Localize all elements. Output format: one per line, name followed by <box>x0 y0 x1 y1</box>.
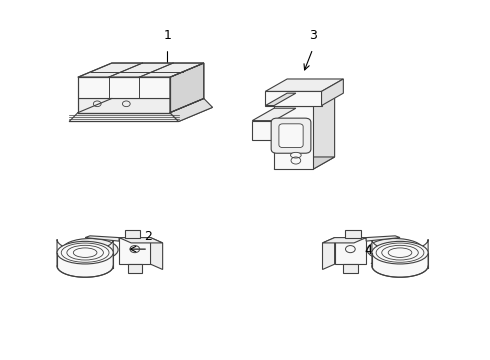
Polygon shape <box>322 238 366 243</box>
Ellipse shape <box>372 241 428 264</box>
Polygon shape <box>119 238 163 243</box>
Ellipse shape <box>57 241 113 264</box>
Polygon shape <box>274 105 313 169</box>
Ellipse shape <box>367 239 423 261</box>
Polygon shape <box>366 236 400 241</box>
Polygon shape <box>124 230 140 238</box>
Polygon shape <box>345 230 361 238</box>
Text: 2: 2 <box>144 230 152 243</box>
Polygon shape <box>266 93 296 105</box>
Polygon shape <box>321 79 343 105</box>
Polygon shape <box>170 63 204 113</box>
Polygon shape <box>127 264 142 273</box>
Text: 4: 4 <box>365 244 372 257</box>
Polygon shape <box>119 238 150 264</box>
Ellipse shape <box>291 152 301 158</box>
Polygon shape <box>252 121 274 140</box>
Text: 1: 1 <box>164 30 171 42</box>
Polygon shape <box>69 107 213 122</box>
Polygon shape <box>322 238 335 270</box>
Polygon shape <box>335 238 366 264</box>
Polygon shape <box>170 99 213 122</box>
Polygon shape <box>274 157 335 169</box>
Polygon shape <box>78 99 170 113</box>
Ellipse shape <box>62 239 118 261</box>
Polygon shape <box>57 239 113 277</box>
Polygon shape <box>78 63 204 77</box>
Text: 3: 3 <box>309 30 317 42</box>
Polygon shape <box>78 77 170 99</box>
Polygon shape <box>266 91 321 105</box>
Polygon shape <box>313 93 335 169</box>
Polygon shape <box>274 93 335 105</box>
Polygon shape <box>85 236 119 241</box>
FancyBboxPatch shape <box>271 118 311 153</box>
Polygon shape <box>266 79 343 91</box>
Polygon shape <box>252 108 296 121</box>
Polygon shape <box>69 113 179 122</box>
FancyBboxPatch shape <box>279 124 303 148</box>
Polygon shape <box>372 239 428 277</box>
Polygon shape <box>150 238 163 270</box>
Polygon shape <box>343 264 358 273</box>
